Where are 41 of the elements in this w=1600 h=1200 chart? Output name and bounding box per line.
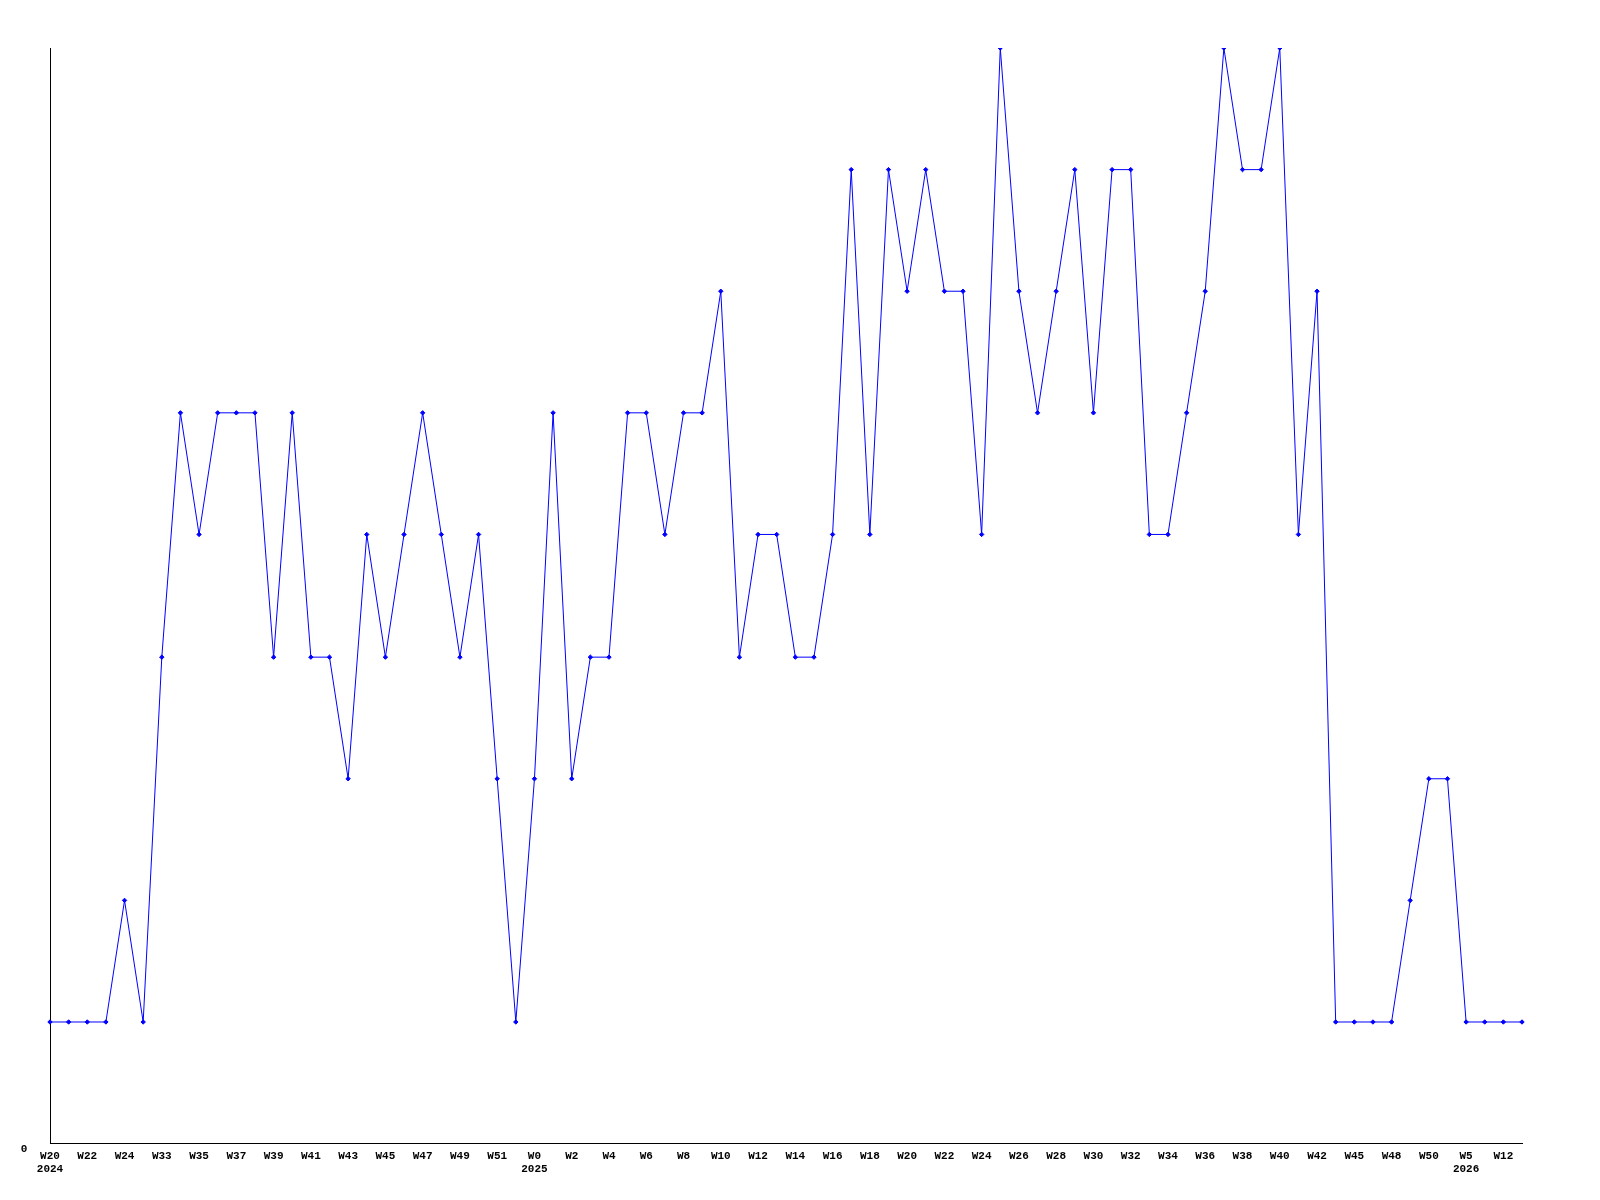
x-tick-label: W30 (1083, 1149, 1104, 1162)
x-tick-label: W37 (226, 1149, 247, 1162)
x-tick-label: W32 (1120, 1149, 1141, 1162)
x-tick-label: W24 (114, 1149, 135, 1162)
x-tick-label: W24 (971, 1149, 992, 1162)
x-tick-label: W22 (77, 1149, 98, 1162)
x-tick-label: W45 (375, 1149, 396, 1162)
x-tick-label: W26 (1009, 1149, 1029, 1162)
x-tick-label: W43 (338, 1149, 359, 1162)
x-tick-label: W6 (639, 1149, 653, 1162)
x-tick-label: W20 (897, 1149, 918, 1162)
x-tick-label: W4 (602, 1149, 616, 1162)
x-tick-label: W16 (822, 1149, 843, 1162)
x-tick-label: W33 (151, 1149, 173, 1162)
x-tick-label: W40 (1269, 1149, 1290, 1162)
x-tick-label: W41 (300, 1149, 322, 1162)
x-tick-label: W2 (565, 1149, 579, 1162)
text: 0 (20, 1143, 28, 1156)
x-tick-label: W20 2024 (36, 1149, 64, 1176)
x-tick-label: W39 (263, 1149, 284, 1162)
x-tick-label: W18 (859, 1149, 881, 1162)
x-tick-label: W47 (412, 1149, 433, 1162)
x-tick-label: W5 2026 (1452, 1149, 1480, 1176)
x-tick-label: W0 2025 (521, 1149, 549, 1176)
x-tick-label: W36 (1195, 1149, 1216, 1162)
x-tick-label: W28 (1046, 1149, 1067, 1162)
x-tick-label: W14 (785, 1149, 806, 1162)
x-tick-label: W12 (748, 1149, 768, 1162)
x-tick-label: W35 (189, 1149, 210, 1162)
x-tick-label: W42 (1307, 1149, 1327, 1162)
x-tick-label: W8 (676, 1149, 691, 1162)
x-tick-label: W49 (450, 1149, 470, 1162)
x-tick-label: W48 (1381, 1149, 1402, 1162)
x-tick-label: W12 (1493, 1149, 1514, 1162)
x-tick-label: W10 (710, 1149, 731, 1162)
x-tick-label: W50 (1418, 1149, 1439, 1162)
x-tick-label: W51 (487, 1149, 508, 1162)
x-tick-label: W38 (1232, 1149, 1253, 1162)
x-tick-label: W34 (1158, 1149, 1179, 1162)
x-tick-label: W45 (1344, 1149, 1365, 1162)
x-tick-label: W22 (934, 1149, 955, 1162)
